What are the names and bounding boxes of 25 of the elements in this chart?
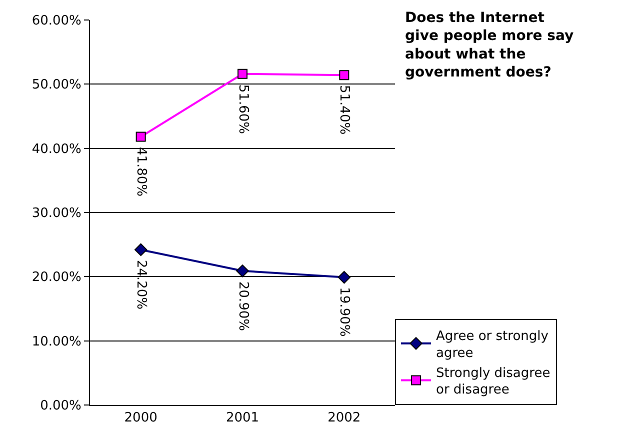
y-tick-label: 50.00%	[32, 78, 82, 93]
legend-label: Strongly disagree or disagree	[436, 366, 550, 398]
x-tick-label: 2000	[124, 410, 158, 426]
y-tick-label: 60.00%	[32, 14, 82, 29]
data-label: 51.40%	[336, 85, 352, 135]
data-label: 24.20%	[134, 260, 149, 310]
legend-label: Agree or strongly agree	[436, 329, 549, 361]
data-label: 20.90%	[235, 281, 250, 331]
point	[134, 243, 148, 256]
point	[136, 132, 146, 142]
x-tick-label: 2002	[328, 410, 361, 426]
y-tick-label: 0.00%	[40, 398, 82, 414]
data-label: 51.60%	[235, 84, 250, 134]
y-tick-label: 30.00%	[32, 206, 82, 222]
point	[236, 264, 249, 278]
point	[238, 68, 248, 79]
data-label: 19.90%	[336, 287, 352, 337]
y-tick-label: 20.00%	[32, 270, 82, 286]
point	[339, 70, 350, 80]
y-tick-label: 40.00%	[32, 142, 82, 157]
point	[338, 270, 351, 284]
x-tick-label: 2001	[226, 410, 260, 426]
text: Does the Internet give people more say about what the government does?	[405, 10, 574, 81]
data-label: 41.80%	[134, 146, 149, 197]
y-tick-label: 10.00%	[32, 334, 82, 350]
